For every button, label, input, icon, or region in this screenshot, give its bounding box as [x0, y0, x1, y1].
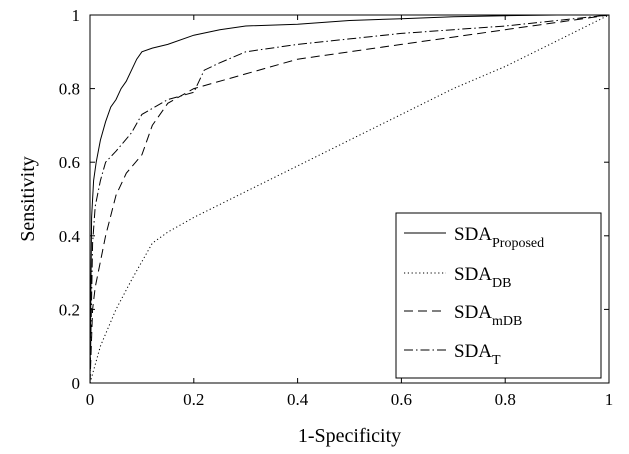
legend-box [395, 212, 602, 379]
x-tick-label: 0 [86, 390, 95, 409]
y-tick-label: 0.8 [59, 80, 80, 99]
legend-subscript: Proposed [492, 236, 544, 251]
plot-frame [89, 14, 610, 384]
series-line-mdb [89, 14, 610, 384]
axes: 0 0.2 0.4 0.6 0.8 1 0 0.2 0.4 0.6 0.8 1 [59, 6, 614, 409]
legend-entry: SDADB [454, 264, 511, 291]
x-tick-label: 0.2 [183, 390, 204, 409]
y-tick-label: 0.4 [59, 227, 81, 246]
y-tick-label: 1 [72, 6, 81, 25]
y-tick-label: 0.2 [59, 300, 80, 319]
x-tick-label: 0.8 [495, 390, 516, 409]
legend-label: SDA [454, 341, 492, 362]
legend-label: SDA [454, 224, 492, 245]
legend-entry: SDAProposed [454, 224, 544, 251]
y-tick-label: 0 [72, 374, 81, 393]
legend-subscript: DB [492, 276, 511, 291]
x-tick-label: 1 [605, 390, 614, 409]
legend-subscript: mDB [492, 314, 522, 329]
legend-entry: SDAT [454, 341, 501, 368]
legend-label: SDA [454, 302, 492, 323]
x-tick-label: 0.6 [391, 390, 412, 409]
legend-label: SDA [454, 264, 492, 285]
y-tick-label: 0.6 [59, 153, 80, 172]
plot-area [89, 14, 610, 384]
series-line-t [89, 14, 610, 384]
x-axis-label: 1-Specificity [298, 425, 401, 447]
legend-entry: SDAmDB [454, 302, 522, 329]
legend-subscript: T [492, 353, 501, 368]
y-axis-label: Sensitivity [17, 156, 39, 242]
x-tick-label: 0.4 [287, 390, 309, 409]
